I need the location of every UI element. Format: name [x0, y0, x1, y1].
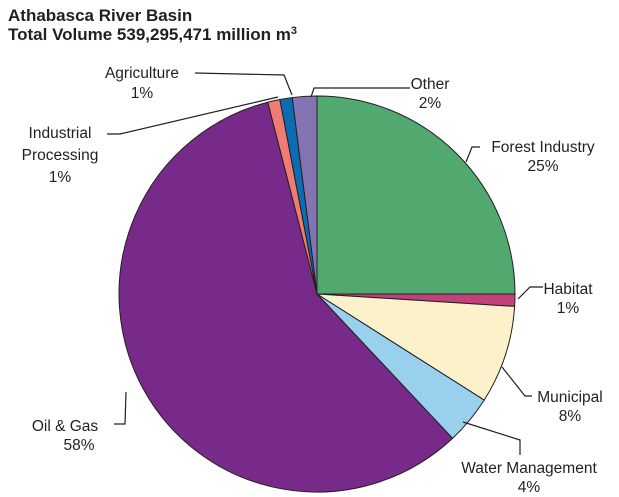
slice-value-agriculture: 1% — [131, 85, 154, 102]
slice-value-forest-industry: 25% — [527, 158, 558, 175]
slice-value-industrial-processing: 1% — [49, 169, 72, 186]
slice-labels: Other 2% Forest Industry 25% Habitat 1% Munici… — [22, 65, 603, 496]
chart-title-block: Athabasca River Basin Total Volume 539,2… — [8, 6, 297, 44]
slice-label-water-management: Water Management — [461, 460, 597, 477]
leader-lines — [107, 72, 543, 455]
slice-label-agriculture: Agriculture — [105, 65, 179, 82]
chart-title: Athabasca River Basin — [8, 6, 193, 25]
leader-line-municipal — [501, 366, 532, 397]
slice-label-oil-and-gas: Oil & Gas — [32, 418, 99, 435]
leader-line-oil-and-gas — [114, 391, 127, 425]
leader-line-water-management — [462, 421, 521, 455]
leader-line-forest-industry — [465, 146, 480, 163]
slice-value-oil-and-gas: 58% — [63, 437, 94, 454]
slice-label-other: Other — [411, 76, 450, 93]
leader-line-habitat — [517, 286, 543, 300]
slice-label-municipal: Municipal — [537, 389, 602, 406]
chart-subtitle: Total Volume 539,295,471 million m3 — [8, 25, 297, 44]
pie-slice-forest-industry — [316, 95, 516, 295]
leader-line-other — [310, 87, 410, 98]
slice-value-habitat: 1% — [557, 300, 580, 317]
slice-value-water-management: 4% — [518, 479, 541, 496]
slice-value-municipal: 8% — [559, 408, 582, 425]
leader-line-industrial-processing — [107, 96, 279, 135]
slice-label-forest-industry: Forest Industry — [491, 139, 595, 156]
pie-slice-municipal — [316, 293, 516, 401]
pie-slices — [118, 95, 516, 493]
slice-value-other: 2% — [419, 95, 442, 112]
pie-slice-oil-and-gas — [118, 101, 454, 493]
pie-slice-agriculture — [279, 97, 318, 295]
slice-label-habitat: Habitat — [543, 281, 593, 298]
slice-label-industrial-processing-2: Processing — [22, 147, 99, 164]
slice-label-industrial-processing-1: Industrial — [29, 125, 92, 142]
leader-line-agriculture — [194, 72, 293, 96]
